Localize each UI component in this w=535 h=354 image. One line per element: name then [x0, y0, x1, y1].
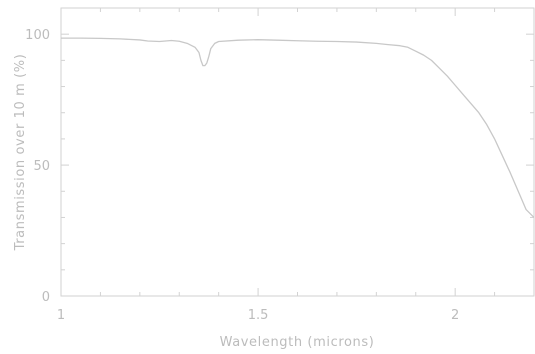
axis-ticks	[60, 7, 534, 297]
y-axis-label: Transmission over 10 m (%)	[13, 54, 28, 252]
y-tick-label: 0	[42, 290, 50, 305]
y-tick-label: 100	[25, 28, 50, 43]
x-tick-label: 1	[57, 308, 65, 323]
transmission-line	[61, 37, 535, 218]
x-tick-label: 1.5	[248, 308, 269, 323]
x-tick-label: 2	[451, 308, 459, 323]
plot-frame	[60, 7, 535, 297]
axis-tick-labels: 1 1.5 2 0 50 100	[25, 28, 459, 323]
y-tick-label: 50	[33, 159, 50, 174]
x-axis-label: Wavelength (microns)	[220, 335, 375, 350]
